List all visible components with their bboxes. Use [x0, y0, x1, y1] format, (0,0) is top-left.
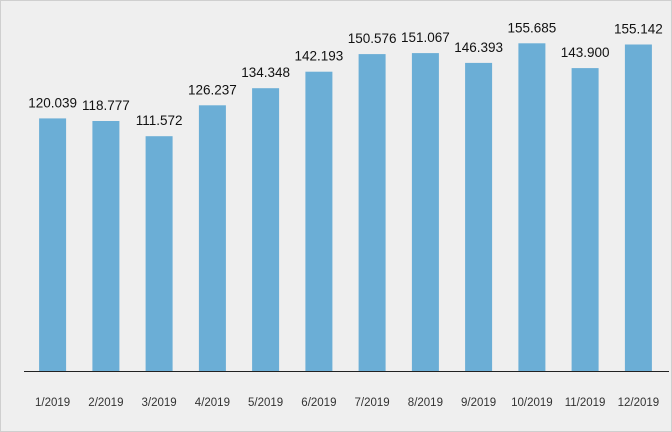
x-tick-label-10/2019: 10/2019 — [511, 397, 553, 409]
x-tick-label-1/2019: 1/2019 — [35, 397, 70, 409]
value-label-10/2019: 155.685 — [507, 20, 556, 35]
value-label-12/2019: 155.142 — [614, 22, 663, 37]
x-tick-label-3/2019: 3/2019 — [142, 397, 177, 409]
bar-3/2019 — [145, 136, 173, 371]
x-tick-label-5/2019: 5/2019 — [248, 397, 283, 409]
value-label-11/2019: 143.900 — [561, 45, 610, 60]
bar-5/2019 — [252, 88, 280, 371]
x-tick-label-9/2019: 9/2019 — [461, 397, 496, 409]
value-label-4/2019: 126.237 — [188, 82, 237, 97]
value-label-5/2019: 134.348 — [241, 65, 290, 80]
value-label-3/2019: 111.572 — [136, 113, 183, 128]
bar-9/2019 — [465, 62, 493, 372]
x-tick-label-6/2019: 6/2019 — [301, 397, 336, 409]
bar-1/2019 — [39, 118, 67, 372]
x-tick-label-2/2019: 2/2019 — [88, 397, 123, 409]
x-tick-label-11/2019: 11/2019 — [565, 397, 606, 409]
bar-10/2019 — [518, 43, 546, 372]
value-label-1/2019: 120.039 — [28, 95, 77, 110]
value-label-6/2019: 142.193 — [294, 49, 343, 64]
bar-8/2019 — [411, 53, 439, 371]
value-label-8/2019: 151.067 — [401, 30, 450, 45]
bar-12/2019 — [624, 44, 652, 371]
x-tick-label-7/2019: 7/2019 — [355, 397, 390, 409]
value-label-2/2019: 118.777 — [82, 98, 130, 113]
bar-7/2019 — [358, 54, 386, 371]
value-label-9/2019: 146.393 — [454, 40, 503, 55]
x-tick-label-4/2019: 4/2019 — [195, 397, 230, 409]
bar-11/2019 — [571, 68, 599, 371]
bar-4/2019 — [198, 105, 226, 372]
x-tick-labels-group: 1/2019 2/2019 3/2019 4/2019 5/2019 6/2019 7/20… — [35, 397, 659, 409]
value-labels-group: 120.039 118.777 111.572 126.237 134.348 142.1… — [28, 20, 663, 128]
x-tick-label-12/2019: 12/2019 — [618, 397, 660, 409]
bar-2/2019 — [92, 121, 120, 371]
value-label-7/2019: 150.576 — [348, 31, 397, 46]
x-tick-label-8/2019: 8/2019 — [408, 397, 443, 409]
bar-6/2019 — [305, 71, 333, 371]
bars-group — [39, 43, 652, 372]
